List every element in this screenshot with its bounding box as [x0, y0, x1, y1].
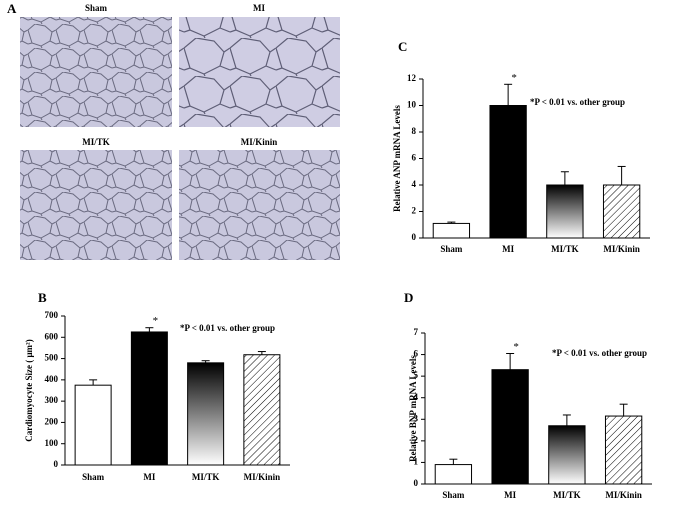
y-tick-label: 2: [412, 206, 417, 216]
x-tick-label: Sham: [440, 244, 463, 254]
micrograph: [20, 150, 172, 260]
y-tick-label: 4: [412, 179, 417, 189]
y-axis-label: Relative BNP mRNA Levels: [408, 355, 418, 462]
bar: [130, 331, 168, 466]
y-tick-label: 3: [414, 413, 419, 423]
panel-label: B: [38, 290, 47, 305]
image-label: MI/Kinin: [241, 137, 278, 147]
bar: [604, 415, 643, 485]
bar: [548, 425, 586, 485]
y-tick-label: 200: [45, 416, 59, 426]
y-tick-label: 600: [45, 331, 59, 341]
bar: [243, 354, 281, 466]
y-tick-label: 6: [414, 349, 419, 359]
image-label: MI: [253, 3, 265, 13]
x-tick-label: Sham: [82, 472, 105, 482]
significance-star: *: [513, 341, 519, 353]
micrographs: Sham MI MI/TK MI/Kinin: [20, 3, 340, 260]
bar: [74, 384, 112, 466]
y-tick-label: 0: [414, 478, 419, 488]
y-tick-label: 700: [45, 310, 59, 320]
y-tick-label: 4: [414, 392, 419, 402]
x-tick-label: MI/Kinin: [603, 244, 640, 254]
y-tick-label: 7: [414, 327, 419, 337]
bar: [491, 369, 529, 485]
y-tick-label: 5: [414, 370, 419, 380]
bar: [434, 464, 473, 485]
bar: [489, 105, 527, 239]
micrograph: [179, 17, 340, 127]
y-tick-label: 10: [407, 100, 417, 110]
y-tick-label: 0: [54, 459, 59, 469]
x-tick-label: Sham: [442, 490, 465, 500]
y-tick-label: 6: [412, 153, 417, 163]
significance-star: *: [511, 72, 517, 84]
x-tick-label: MI: [504, 490, 516, 500]
y-tick-label: 0: [412, 232, 417, 242]
x-tick-label: MI/TK: [192, 472, 220, 482]
y-axis-label: Relative ANP mRNA Levels: [392, 105, 402, 212]
significance-star: *: [153, 315, 159, 327]
y-tick-label: 8: [412, 126, 417, 136]
y-axis-label: Cardiomyocyte Size ( μm²): [24, 339, 34, 442]
micrograph: [20, 17, 172, 127]
x-tick-label: MI/TK: [551, 244, 579, 254]
y-tick-label: 2: [414, 435, 419, 445]
bar: [546, 184, 584, 239]
x-tick-label: MI/Kinin: [244, 472, 281, 482]
annotation: *P < 0.01 vs. other group: [180, 323, 275, 333]
bar: [187, 362, 225, 466]
annotation: *P < 0.01 vs. other group: [552, 348, 647, 358]
bar: [602, 184, 641, 239]
x-tick-label: MI: [143, 472, 155, 482]
y-tick-label: 1: [414, 456, 419, 466]
image-label: MI/TK: [82, 137, 110, 147]
micrograph: [179, 150, 340, 260]
x-tick-label: MI/Kinin: [605, 490, 642, 500]
panel-label: D: [404, 290, 413, 305]
y-tick-label: 500: [45, 353, 59, 363]
y-tick-label: 300: [45, 395, 59, 405]
y-tick-label: 12: [407, 73, 417, 83]
y-tick-label: 100: [45, 438, 59, 448]
y-tick-label: 400: [45, 374, 59, 384]
x-tick-label: MI/TK: [553, 490, 581, 500]
panel-label: C: [398, 39, 407, 54]
image-label: Sham: [85, 3, 108, 13]
panel-label: A: [7, 1, 17, 16]
bar: [432, 222, 471, 239]
x-tick-label: MI: [502, 244, 514, 254]
annotation: *P < 0.01 vs. other group: [530, 97, 625, 107]
